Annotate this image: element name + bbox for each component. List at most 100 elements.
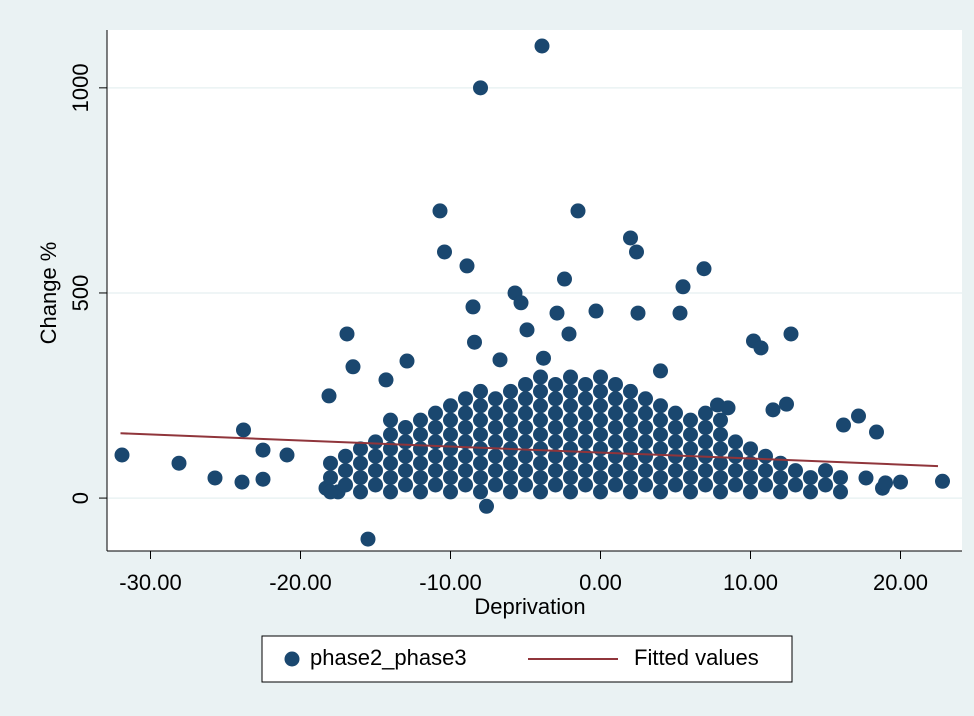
point <box>638 420 653 436</box>
y-axis-title: Change % <box>36 242 61 345</box>
point <box>563 369 578 385</box>
point <box>653 455 668 471</box>
point <box>473 470 488 486</box>
point <box>492 352 508 368</box>
point <box>593 484 608 500</box>
point <box>578 463 593 479</box>
point <box>668 420 683 436</box>
y-tick-label: 0 <box>68 492 93 504</box>
point <box>783 326 799 342</box>
point <box>458 463 473 479</box>
point <box>398 463 413 479</box>
plot-area <box>107 30 962 551</box>
point <box>653 412 668 428</box>
point <box>413 426 428 442</box>
point <box>683 470 698 486</box>
point <box>488 448 503 464</box>
x-tick-label: 20.00 <box>873 570 928 595</box>
point <box>428 434 443 450</box>
point <box>353 455 368 471</box>
point <box>207 470 223 486</box>
point <box>171 455 187 471</box>
point <box>713 470 728 486</box>
point <box>578 405 593 421</box>
point <box>458 391 473 407</box>
point <box>578 376 593 392</box>
point <box>458 420 473 436</box>
point <box>338 463 353 479</box>
point <box>503 484 518 500</box>
point <box>473 383 488 399</box>
legend-label: Fitted values <box>634 645 759 670</box>
point <box>563 383 578 399</box>
point <box>518 448 533 464</box>
point <box>653 441 668 457</box>
point <box>668 477 683 493</box>
x-tick-label: -30.00 <box>119 570 181 595</box>
point <box>779 396 794 412</box>
point <box>473 80 488 96</box>
point <box>503 455 518 471</box>
point <box>383 426 398 442</box>
point <box>683 484 698 500</box>
point <box>638 463 653 479</box>
point <box>533 369 548 385</box>
point <box>728 477 743 493</box>
point <box>836 417 851 433</box>
point <box>467 334 482 350</box>
point <box>473 441 488 457</box>
point <box>630 305 646 321</box>
point <box>623 230 638 246</box>
point <box>753 340 769 356</box>
point <box>368 434 383 450</box>
point <box>608 420 623 436</box>
point <box>338 448 353 464</box>
point <box>563 470 578 486</box>
point <box>437 244 452 260</box>
point <box>818 463 833 479</box>
point <box>675 279 691 295</box>
point <box>593 398 608 414</box>
y-tick-label: 500 <box>68 275 93 312</box>
point <box>548 376 563 392</box>
point <box>443 484 458 500</box>
point <box>561 326 577 342</box>
point <box>570 203 586 219</box>
point <box>536 350 551 366</box>
point <box>563 441 578 457</box>
point <box>668 405 683 421</box>
point <box>413 441 428 457</box>
point <box>368 463 383 479</box>
point <box>563 426 578 442</box>
point <box>323 470 338 486</box>
point <box>368 477 383 493</box>
point <box>698 463 713 479</box>
point <box>683 412 698 428</box>
point <box>338 477 353 493</box>
point <box>368 448 383 464</box>
point <box>533 441 548 457</box>
point <box>518 463 533 479</box>
point <box>443 412 458 428</box>
point <box>255 471 271 487</box>
point <box>383 455 398 471</box>
point <box>548 405 563 421</box>
fit-line <box>120 432 939 468</box>
point <box>713 441 728 457</box>
point <box>653 398 668 414</box>
point <box>533 412 548 428</box>
point <box>623 412 638 428</box>
point <box>443 398 458 414</box>
point <box>534 38 550 54</box>
point <box>428 405 443 421</box>
point <box>548 448 563 464</box>
point <box>773 455 788 471</box>
point <box>413 484 428 500</box>
point <box>518 405 533 421</box>
point <box>533 484 548 500</box>
point <box>593 426 608 442</box>
point <box>638 477 653 493</box>
point <box>518 477 533 493</box>
point <box>593 470 608 486</box>
point <box>728 434 743 450</box>
